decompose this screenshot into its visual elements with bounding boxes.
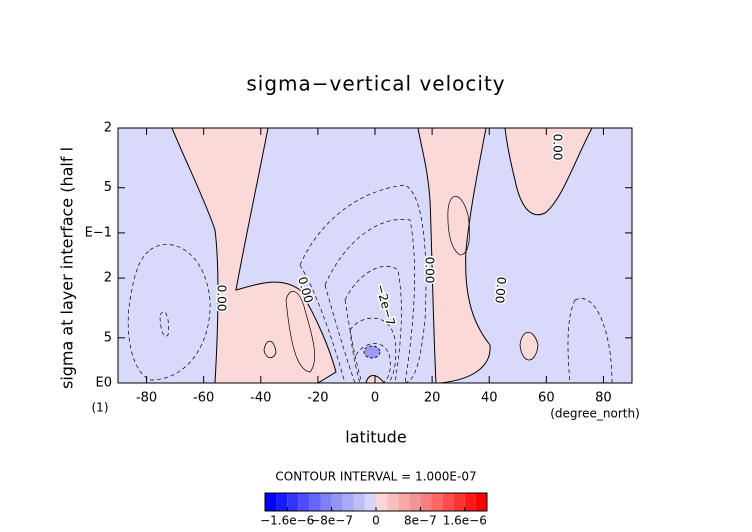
y-axis-unit: (1)	[92, 401, 109, 415]
y-tick-label: 2	[104, 121, 112, 136]
colorbar-swatch	[453, 493, 465, 511]
x-tick-label: -20	[307, 391, 328, 406]
y-tick-label: E−1	[85, 225, 112, 240]
positive-region	[263, 340, 277, 359]
colorbar-swatch	[331, 493, 343, 511]
positive-region	[171, 128, 337, 383]
colorbar-swatch	[287, 493, 299, 511]
y-tick-label: 5	[104, 180, 112, 195]
dashed-contours	[127, 184, 613, 383]
colorbar-swatch	[276, 493, 288, 511]
colorbar-label: 0	[372, 514, 380, 528]
chart-title: sigma−vertical velocity	[246, 72, 505, 96]
colorbar-swatch	[387, 493, 399, 511]
colorbar-swatch	[464, 493, 476, 511]
contour-line	[447, 196, 470, 256]
x-axis-unit: (degree_north)	[550, 407, 640, 421]
colorbar-swatch	[309, 493, 321, 511]
x-tick-label: 60	[538, 391, 555, 406]
x-tick-label: 80	[595, 391, 612, 406]
y-axis-label: sigma at layer interface (half l	[58, 147, 77, 389]
colorbar-swatch	[376, 493, 388, 511]
colorbar-swatch	[442, 493, 454, 511]
contour-label: 0.00	[215, 285, 229, 312]
contour-label: 0.00	[492, 276, 508, 304]
colorbar-swatch	[431, 493, 443, 511]
y-tick-label: 5	[104, 330, 112, 345]
colorbar-swatch	[353, 493, 365, 511]
colorbar-swatch	[265, 493, 277, 511]
y-tick-label: E0	[96, 376, 113, 391]
positive-region	[504, 128, 593, 216]
contour-label: 0.00	[551, 134, 565, 161]
colorbar-swatch	[420, 493, 432, 511]
positive-region	[417, 128, 491, 383]
colorbar-swatch	[320, 493, 332, 511]
x-tick-label: 0	[371, 391, 379, 406]
colorbar-swatch	[342, 493, 354, 511]
negative-core	[363, 345, 381, 359]
colorbar-label: −8e−7	[310, 514, 353, 528]
colorbar-label: 1.6e−6	[443, 514, 487, 528]
contour-line	[285, 290, 316, 373]
contour-field	[118, 128, 632, 383]
x-tick-label: 20	[424, 391, 441, 406]
colorbar-swatch	[398, 493, 410, 511]
x-tick-label: 40	[481, 391, 498, 406]
colorbar-swatch	[409, 493, 421, 511]
colorbar-swatch	[298, 493, 310, 511]
colorbar-swatch	[475, 493, 487, 511]
x-tick-label: -80	[136, 391, 157, 406]
x-axis-label: latitude	[345, 428, 406, 447]
x-tick-label: -40	[250, 391, 271, 406]
x-tick-label: -60	[193, 391, 214, 406]
colorbar-swatch	[364, 493, 376, 511]
contour-label: 0.00	[295, 275, 315, 304]
colorbar-label: −1.6e−6	[260, 514, 314, 528]
colorbar-label: 8e−7	[404, 514, 437, 528]
contour-interval: CONTOUR INTERVAL = 1.000E-07	[275, 470, 476, 484]
contour-label: 0.00	[423, 257, 437, 284]
positive-region	[519, 331, 539, 361]
y-tick-label: 2	[104, 271, 112, 286]
